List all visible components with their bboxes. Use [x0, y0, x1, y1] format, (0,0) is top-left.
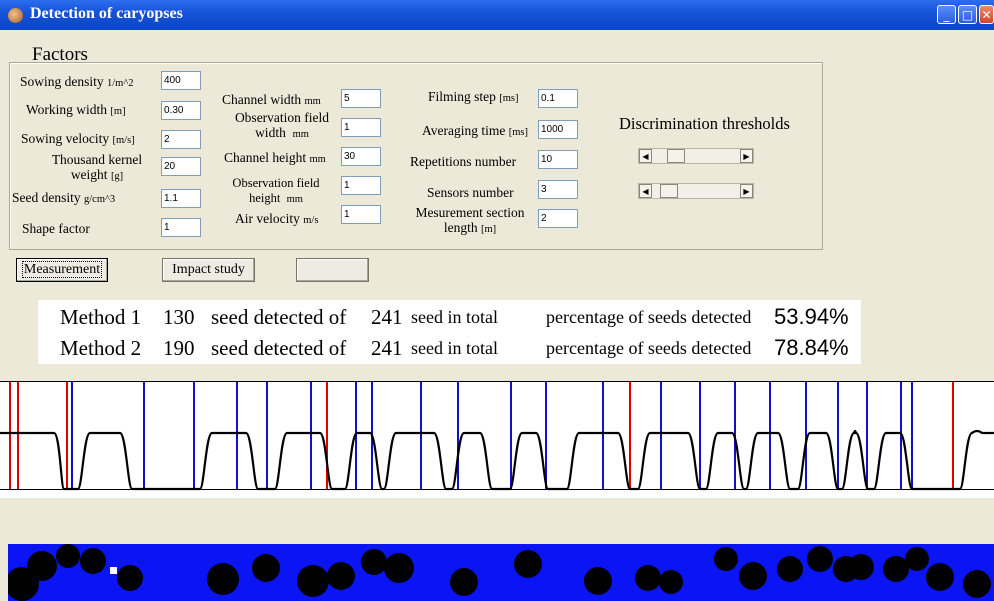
seed-blob — [56, 544, 80, 568]
seed-density-label: Seed density g/cm^3 — [12, 190, 116, 205]
seed-blob — [252, 554, 280, 582]
shape-factor-label: Shape factor — [22, 221, 90, 236]
thousand-kernel-weight-field[interactable] — [161, 157, 201, 176]
sowing-velocity-field[interactable] — [161, 130, 201, 149]
seed-blob — [207, 563, 239, 595]
minimize-button[interactable]: _ — [937, 5, 956, 24]
percentage-value: 53.94% — [774, 304, 849, 329]
threshold-scrollbar-1-thumb[interactable] — [667, 149, 686, 163]
factors-legend: Factors — [32, 44, 88, 65]
factors-panel — [9, 62, 823, 250]
total-count: 241 — [371, 336, 403, 360]
air-velocity-field[interactable] — [341, 205, 381, 224]
total-text: seed in total — [411, 338, 498, 358]
working-width-field[interactable] — [161, 101, 201, 120]
seed-blob — [450, 568, 478, 596]
seed-image-strip — [8, 544, 994, 601]
maximize-button[interactable]: □ — [958, 5, 977, 24]
window-title: Detection of caryopses — [30, 5, 183, 22]
percentage-value: 78.84% — [774, 335, 849, 360]
seed-blob — [635, 565, 661, 591]
scroll-right-arrow-icon[interactable]: ▶ — [740, 149, 753, 163]
impact-study-button[interactable]: Impact study — [162, 258, 255, 282]
seed-blob — [714, 547, 738, 571]
total-count: 241 — [371, 305, 403, 329]
averaging-time-field[interactable] — [538, 120, 578, 139]
seed-blob — [361, 549, 387, 575]
threshold-scrollbar-1[interactable]: ◀ ▶ — [638, 148, 754, 164]
result-row-method-2: Method 2 190 seed detected of 241 seed i… — [38, 333, 861, 363]
seed-density-field[interactable] — [161, 189, 201, 208]
measurement-section-length-field[interactable] — [538, 209, 578, 228]
seed-blob — [384, 553, 414, 583]
sensors-number-field[interactable] — [538, 180, 578, 199]
detected-count: 130 — [163, 305, 195, 329]
seed-blob — [514, 550, 542, 578]
observation-field-width-label: Observation field width mm — [234, 110, 330, 140]
shape-factor-field[interactable] — [161, 218, 201, 237]
close-button[interactable]: ✕ — [979, 5, 994, 24]
seed-blobs — [8, 544, 991, 601]
method-label: Method 1 — [60, 305, 142, 329]
discrimination-thresholds-label: Discrimination thresholds — [619, 114, 790, 133]
title-bar: Detection of caryopses _ □ ✕ — [0, 0, 994, 30]
seed-blob — [327, 562, 355, 590]
seed-blob — [659, 570, 683, 594]
seed-blob — [963, 570, 991, 598]
scroll-left-arrow-icon[interactable]: ◀ — [639, 184, 652, 198]
seed-blob — [739, 562, 767, 590]
percentage-text: percentage of seeds detected — [546, 338, 752, 358]
seed-blob — [27, 551, 57, 581]
seed-blob — [905, 547, 929, 571]
app-icon — [8, 8, 23, 23]
measurement-section-length-label: Mesurement section length [m] — [415, 205, 525, 235]
channel-height-label: Channel height mm — [224, 150, 326, 165]
sensors-number-label: Sensors number — [427, 185, 514, 200]
results-panel: Method 1 130 seed detected of 241 seed i… — [38, 300, 861, 364]
detection-markers — [9, 382, 954, 489]
method-label: Method 2 — [60, 336, 142, 360]
observation-field-height-field[interactable] — [341, 176, 381, 195]
seed-blob — [80, 548, 106, 574]
detected-text: seed detected of — [211, 305, 347, 329]
channel-height-field[interactable] — [341, 147, 381, 166]
scroll-left-arrow-icon[interactable]: ◀ — [639, 149, 652, 163]
observation-field-height-label: Observation field height mm — [232, 176, 320, 205]
seed-blob — [883, 556, 909, 582]
channel-width-label: Channel width mm — [222, 92, 321, 107]
signal-waveform — [0, 429, 994, 491]
result-row-method-1: Method 1 130 seed detected of 241 seed i… — [38, 302, 861, 332]
sowing-density-label: Sowing density 1/m^2 — [20, 74, 134, 89]
sowing-velocity-label: Sowing velocity [m/s] — [21, 131, 135, 146]
repetitions-number-field[interactable] — [538, 150, 578, 169]
seed-blob — [926, 563, 954, 591]
repetitions-number-label: Repetitions number — [410, 154, 517, 169]
filming-step-field[interactable] — [538, 89, 578, 108]
measurement-button[interactable]: Measurement — [16, 258, 108, 282]
channel-width-field[interactable] — [341, 89, 381, 108]
thousand-kernel-weight-label: Thousand kernel weight [g] — [51, 152, 143, 182]
air-velocity-label: Air velocity m/s — [235, 211, 319, 226]
cursor-marker — [110, 567, 117, 574]
seed-blob — [584, 567, 612, 595]
detected-text: seed detected of — [211, 336, 347, 360]
threshold-scrollbar-2-thumb[interactable] — [660, 184, 679, 198]
sowing-density-field[interactable] — [161, 71, 201, 90]
signal-plot — [0, 381, 994, 498]
working-width-label: Working width [m] — [26, 102, 126, 117]
seed-blob — [807, 546, 833, 572]
detected-count: 190 — [163, 336, 195, 360]
scroll-right-arrow-icon[interactable]: ▶ — [740, 184, 753, 198]
seed-blob — [297, 565, 329, 597]
seed-blob — [777, 556, 803, 582]
percentage-text: percentage of seeds detected — [546, 307, 752, 327]
threshold-scrollbar-2[interactable]: ◀ ▶ — [638, 183, 754, 199]
seed-blob — [848, 554, 874, 580]
seed-blob — [117, 565, 143, 591]
observation-field-width-field[interactable] — [341, 118, 381, 137]
filming-step-label: Filming step [ms] — [428, 89, 519, 104]
averaging-time-label: Averaging time [ms] — [422, 123, 528, 138]
blank-button[interactable] — [296, 258, 369, 282]
total-text: seed in total — [411, 307, 498, 327]
